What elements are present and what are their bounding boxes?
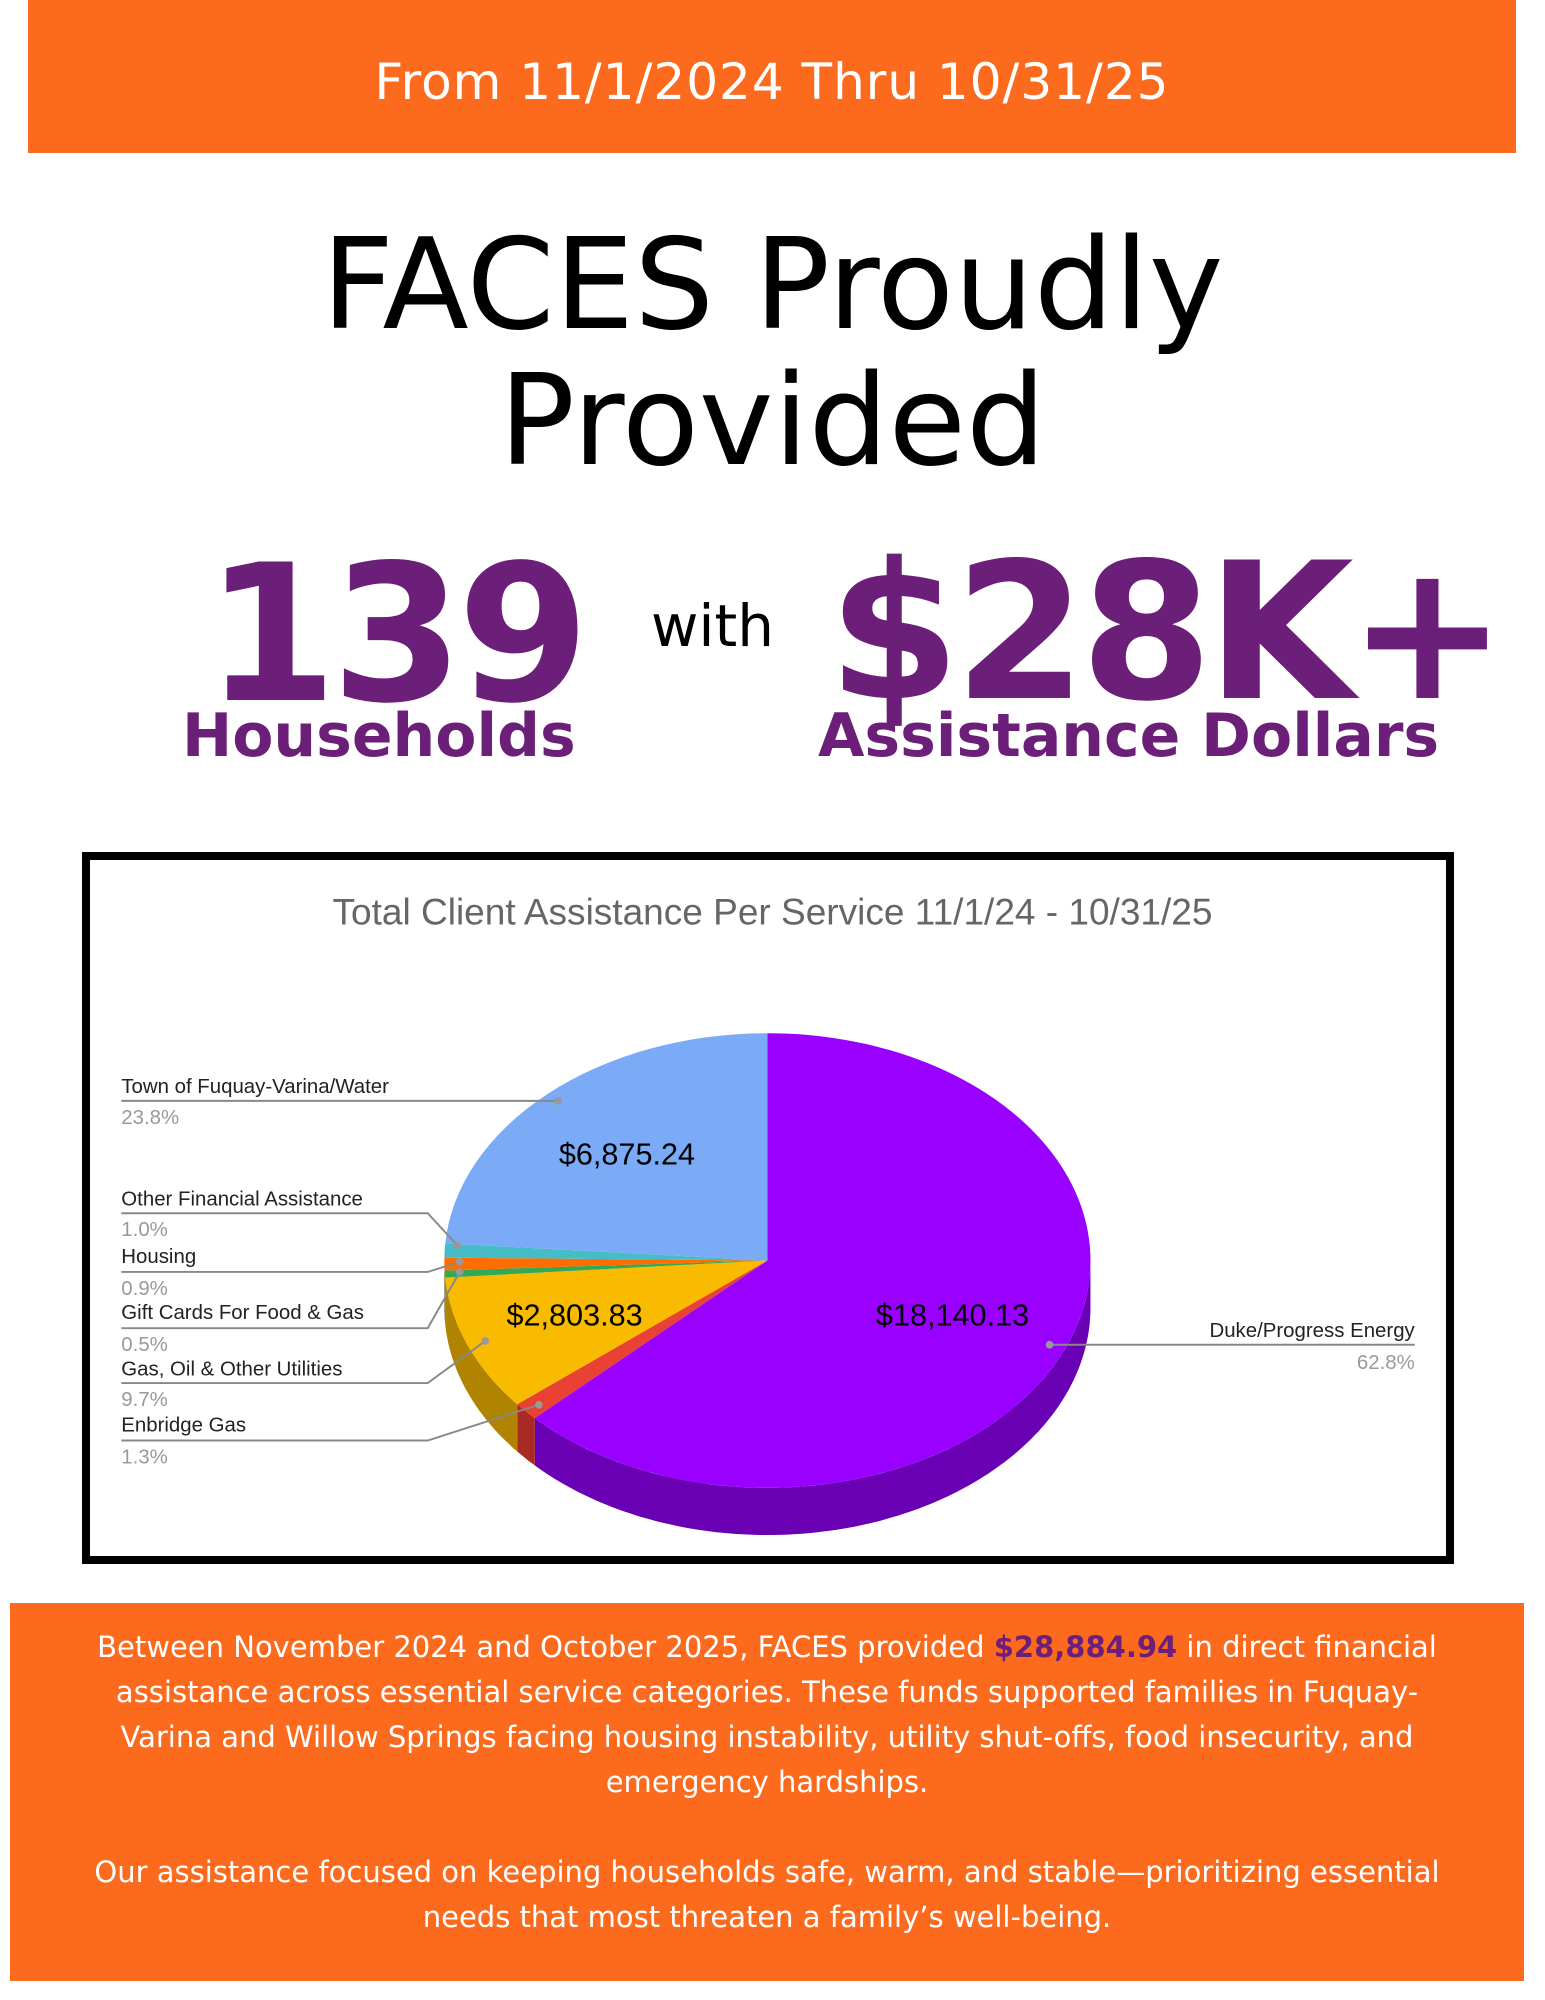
leader-dot xyxy=(455,1268,464,1276)
date-range-text: From 11/1/2024 Thru 10/31/25 xyxy=(374,52,1170,111)
summary-paragraph-2: Our assistance focused on keeping househ… xyxy=(94,1855,1440,1934)
summary-text-1b: in direct financial assistance across es… xyxy=(115,1630,1437,1799)
legend-label-gift-cards-for-food-gas: Gift Cards For Food & Gas xyxy=(121,1302,364,1324)
legend-percent: 0.9% xyxy=(121,1278,168,1300)
legend-label-housing: Housing xyxy=(121,1246,196,1268)
slice-value-label: $18,140.13 xyxy=(876,1299,1029,1333)
legend-label-enbridge-gas: Enbridge Gas xyxy=(121,1415,246,1437)
legend-label-town-of-fuquay-varina-water: Town of Fuquay-Varina/Water xyxy=(121,1076,389,1098)
pie-side-gas-oil-other-utilities xyxy=(445,1277,518,1452)
leader-line xyxy=(121,1271,461,1330)
legend-label-other-financial-assistance: Other Financial Assistance xyxy=(121,1189,363,1211)
legend-percent: 1.0% xyxy=(121,1219,168,1241)
chart-title: Total Client Assistance Per Service 11/1… xyxy=(333,891,1213,933)
leader-line xyxy=(121,1340,486,1385)
date-range-banner: From 11/1/2024 Thru 10/31/25 xyxy=(28,0,1516,153)
leader-dot xyxy=(535,1400,543,1409)
leader-line xyxy=(121,1260,460,1273)
leader-dot xyxy=(455,1257,464,1266)
dollars-label: Assistance Dollars xyxy=(818,701,1440,771)
leader-dot xyxy=(481,1337,490,1345)
pie-side-enbridge-gas xyxy=(517,1404,535,1466)
summary-text-1a: Between November 2024 and October 2025, … xyxy=(97,1630,994,1664)
summary-box: Between November 2024 and October 2025, … xyxy=(10,1603,1524,1981)
summary-paragraph-1: Between November 2024 and October 2025, … xyxy=(77,1625,1457,1805)
pie-slice-gas-oil-other-utilities[interactable] xyxy=(445,1260,768,1405)
legend-percent: 62.8% xyxy=(1357,1352,1415,1374)
legend-percent: 1.3% xyxy=(121,1447,168,1469)
legend-percent: 9.7% xyxy=(121,1389,168,1411)
leader-line xyxy=(121,1403,540,1442)
leader-dot xyxy=(554,1097,562,1105)
pie-slice-duke-progress-energy[interactable] xyxy=(534,1033,1091,1488)
summary-amount: $28,884.94 xyxy=(993,1630,1178,1664)
slice-value-label: $2,803.83 xyxy=(506,1299,642,1333)
headline-line2: Provided xyxy=(499,347,1046,494)
dollars-value: $28K+ xyxy=(828,522,1507,743)
pie-side-duke-progress-energy xyxy=(534,1260,1091,1536)
households-label: Households xyxy=(182,701,576,771)
pie-slice-town-of-fuquay-varina-water[interactable] xyxy=(445,1033,768,1261)
with-connector: with xyxy=(651,592,775,660)
legend-percent: 0.5% xyxy=(121,1334,168,1356)
legend-label-gas-oil-other-utilities: Gas, Oil & Other Utilities xyxy=(121,1358,342,1380)
slice-value-label: $6,875.24 xyxy=(559,1138,695,1172)
legend-label-duke-progress-energy: Duke/Progress Energy xyxy=(1209,1320,1415,1342)
headline-line1: FACES Proudly xyxy=(321,211,1224,358)
pie-slice-other-financial-assistance[interactable] xyxy=(444,1243,768,1261)
pie-slice-gift-cards-for-food-gas[interactable] xyxy=(444,1260,768,1278)
households-value: 139 xyxy=(205,524,590,745)
leader-dot xyxy=(1045,1340,1054,1349)
pie-slice-housing[interactable] xyxy=(444,1257,768,1271)
legend-percent: 23.8% xyxy=(121,1107,179,1129)
leader-dot xyxy=(453,1241,461,1249)
leader-line xyxy=(121,1212,458,1246)
pie-slice-enbridge-gas[interactable] xyxy=(517,1260,768,1419)
